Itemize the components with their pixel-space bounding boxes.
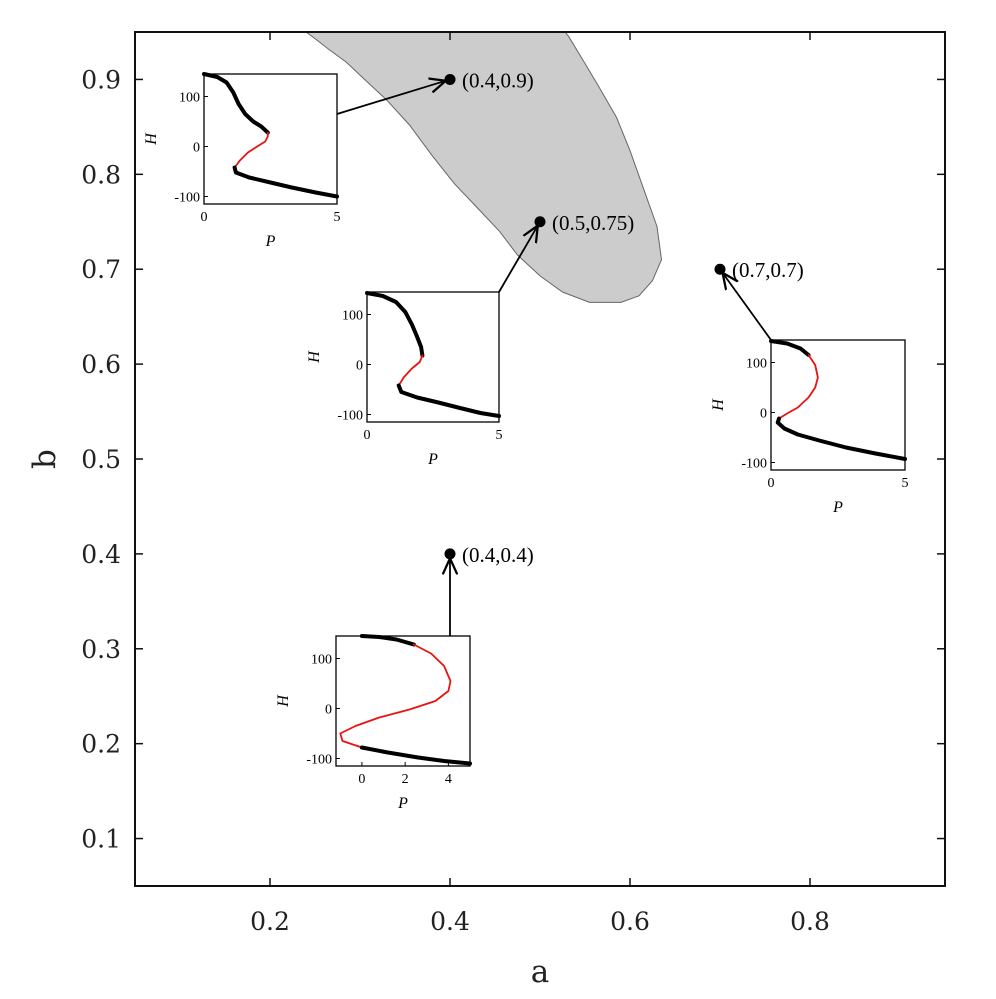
inset-y-tick-label: 100 [746,357,767,372]
stable-branch [769,339,811,357]
y-tick-label: 0.1 [81,825,121,854]
inset-x-tick-label: 5 [902,476,909,491]
inset-x-tick-label: 0 [201,210,208,225]
y-axis-label: b [27,449,63,469]
x-tick-label: 0.6 [610,907,650,936]
y-tick-label: 0.6 [81,350,121,379]
stable-branch [232,165,339,199]
grey-region [304,31,663,303]
inset-y-axis-label: H [143,132,160,146]
arrow-layer [336,81,772,636]
inset-x-tick-label: 5 [496,428,503,443]
inset-y-tick-label: 0 [193,141,200,156]
inset-y-axis-label: H [306,350,323,364]
annotation-arrow [336,81,444,115]
point-layer: (0.4,0.9) (0.5,0.75) (0.7,0.7) (0.4,0.4) [444,68,804,567]
inset-x-axis-label: P [265,233,276,250]
stable-branch [359,745,472,766]
inset-y-tick-label: 100 [342,309,363,324]
stable-branch [365,291,425,358]
grey-region-layer [304,31,663,303]
inset-y-tick-label: -100 [741,457,767,472]
inset-y-tick-label: 0 [356,359,363,374]
inset-x-tick-label: 0 [364,428,371,443]
stable-branch [359,634,416,647]
y-tick-label: 0.7 [81,255,121,284]
unstable-branch [778,354,819,420]
inset-y-tick-label: -100 [174,191,200,206]
main-axes-ticks: 0.2 0.4 0.6 0.8 0.1 0.2 0.3 0.4 0.5 0.6 0.7 0.8 0.9 [81,32,945,936]
y-tick-label: 0.8 [81,160,121,189]
inset-x-tick-label: 0 [768,476,775,491]
inset-x-tick-label: 4 [445,772,452,787]
inset-x-tick-label: 2 [402,772,409,787]
y-tick-label: 0.3 [81,635,121,664]
x-tick-label: 0.8 [790,907,830,936]
inset-y-tick-label: 100 [179,91,200,106]
inset-plot: -100 0 100 0 2 4 P H [275,634,472,812]
point-label: (0.5,0.75) [552,211,634,235]
inset-y-tick-label: -100 [337,409,363,424]
y-tick-label: 0.2 [81,730,121,759]
parameter-point [444,548,456,560]
unstable-branch [233,131,269,169]
inset-y-tick-label: 100 [311,653,332,668]
y-tick-label: 0.9 [81,65,121,94]
annotation-arrow [724,274,772,341]
stable-branch [202,72,270,135]
x-tick-label: 0.4 [430,907,470,936]
x-tick-label: 0.2 [250,907,290,936]
stable-branch [775,416,907,461]
inset-y-tick-label: 0 [760,407,767,422]
annotation-arrow [498,227,537,293]
inset-x-axis-label: P [832,499,843,516]
parameter-point [714,263,726,275]
inset-x-tick-label: 0 [358,772,365,787]
y-tick-label: 0.5 [81,445,121,474]
inset-x-axis-label: P [397,795,408,812]
y-tick-label: 0.4 [81,540,121,569]
point-label: (0.4,0.9) [462,68,534,92]
parameter-point [444,73,456,85]
point-label: (0.7,0.7) [732,258,804,282]
x-axis-label: a [531,954,549,990]
inset-x-axis-label: P [427,451,438,468]
stable-branch [396,383,501,418]
unstable-branch [339,643,452,749]
inset-frame [770,339,906,471]
inset-y-tick-label: 0 [325,703,332,718]
unstable-branch [397,354,424,387]
inset-frame [335,635,471,767]
parameter-point [534,216,546,228]
inset-y-axis-label: H [275,694,292,708]
point-label: (0.4,0.4) [462,543,534,567]
inset-x-tick-label: 5 [334,210,341,225]
inset-y-tick-label: -100 [306,753,332,768]
inset-y-axis-label: H [710,398,727,412]
